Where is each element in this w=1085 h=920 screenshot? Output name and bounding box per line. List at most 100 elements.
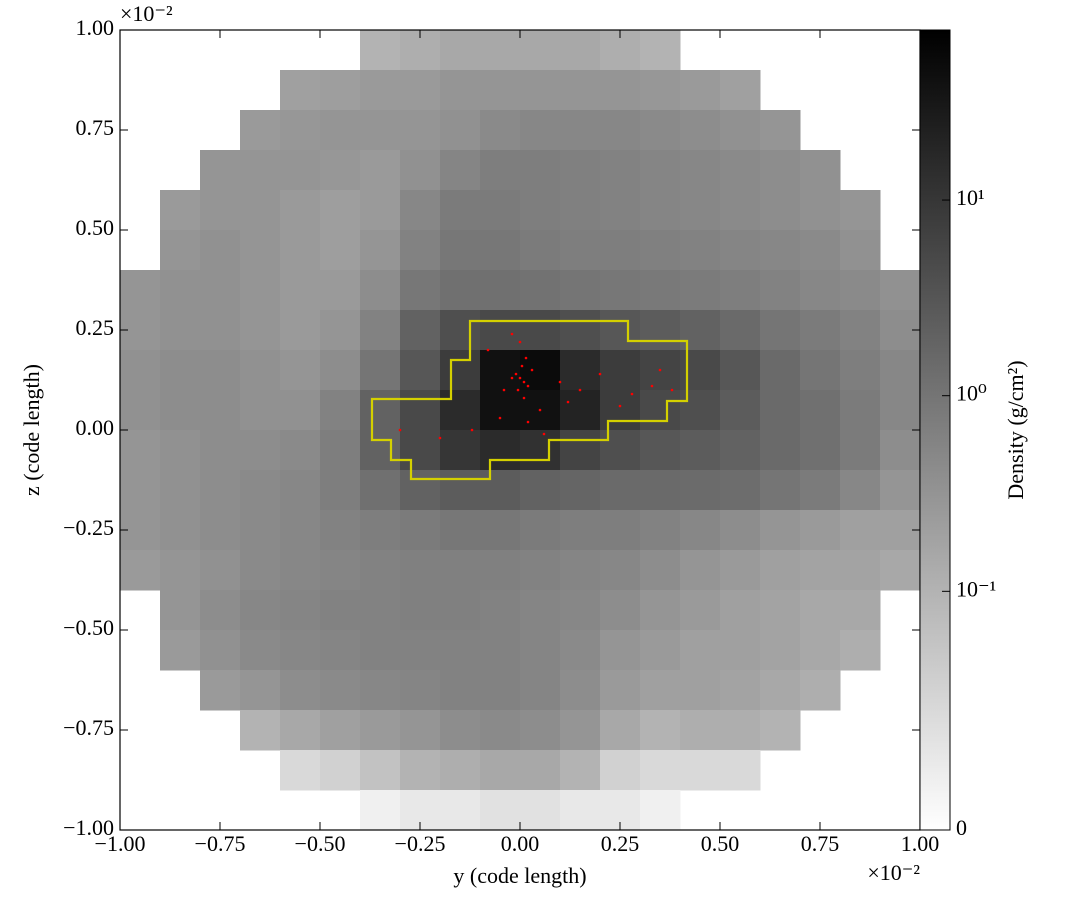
heatmap-cell — [280, 150, 321, 191]
heatmap-cell — [720, 710, 761, 751]
heatmap-cell — [480, 270, 521, 311]
heatmap-cell — [560, 590, 601, 631]
y-tick-label: 0.25 — [76, 315, 115, 340]
heatmap-cell — [640, 110, 681, 151]
heatmap-cell — [280, 110, 321, 151]
heatmap-cell — [480, 470, 521, 511]
colorbar-tick-label: 10⁻¹ — [956, 576, 996, 601]
heatmap-cell — [760, 630, 801, 671]
particle — [514, 372, 518, 376]
heatmap-cell — [160, 550, 201, 591]
y-tick-label: −1.00 — [63, 815, 114, 840]
heatmap-cell — [400, 590, 441, 631]
heatmap-cell — [320, 590, 361, 631]
heatmap-cell — [360, 670, 401, 711]
heatmap-cell — [680, 750, 721, 791]
heatmap-cell — [480, 110, 521, 151]
heatmap-cell — [760, 230, 801, 271]
heatmap-cell — [640, 630, 681, 671]
y-tick-label: 1.00 — [76, 15, 115, 40]
heatmap-cell — [720, 110, 761, 151]
heatmap-cell — [880, 430, 921, 471]
heatmap-cell — [720, 470, 761, 511]
heatmap-cell — [800, 390, 841, 431]
heatmap-cell — [320, 350, 361, 391]
heatmap-cell — [200, 550, 241, 591]
heatmap-cell — [400, 750, 441, 791]
heatmap-cell — [400, 350, 441, 391]
heatmap-cell — [200, 350, 241, 391]
heatmap-cell — [520, 430, 561, 471]
heatmap-cell — [800, 670, 841, 711]
heatmap-cell — [160, 510, 201, 551]
heatmap-cell — [640, 150, 681, 191]
heatmap-cell — [240, 310, 281, 351]
heatmap-cell — [520, 750, 561, 791]
heatmap-cell — [640, 390, 681, 431]
heatmap-cell — [200, 310, 241, 351]
particle — [558, 380, 562, 384]
heatmap-cell — [200, 590, 241, 631]
y-tick-label: −0.25 — [63, 515, 114, 540]
heatmap-cell — [160, 630, 201, 671]
heatmap-cell — [120, 270, 161, 311]
heatmap-cell — [680, 270, 721, 311]
heatmap-cell — [680, 470, 721, 511]
heatmap-cell — [680, 670, 721, 711]
y-tick-label: 0.00 — [76, 415, 115, 440]
heatmap-cell — [440, 470, 481, 511]
heatmap-cell — [760, 190, 801, 231]
heatmap — [120, 30, 921, 831]
heatmap-cell — [760, 310, 801, 351]
particle — [578, 388, 582, 392]
heatmap-cell — [560, 510, 601, 551]
heatmap-cell — [320, 270, 361, 311]
heatmap-cell — [560, 70, 601, 111]
particle — [518, 340, 522, 344]
heatmap-cell — [160, 470, 201, 511]
heatmap-cell — [640, 470, 681, 511]
heatmap-cell — [520, 510, 561, 551]
heatmap-cell — [280, 710, 321, 751]
heatmap-cell — [720, 590, 761, 631]
heatmap-cell — [440, 510, 481, 551]
heatmap-cell — [560, 110, 601, 151]
heatmap-cell — [680, 110, 721, 151]
heatmap-cell — [200, 430, 241, 471]
heatmap-cell — [240, 430, 281, 471]
heatmap-cell — [480, 390, 521, 431]
particle — [516, 388, 520, 392]
heatmap-cell — [600, 230, 641, 271]
particle — [524, 356, 528, 360]
heatmap-cell — [120, 430, 161, 471]
heatmap-cell — [200, 630, 241, 671]
heatmap-cell — [480, 710, 521, 751]
heatmap-cell — [600, 710, 641, 751]
heatmap-cell — [320, 110, 361, 151]
heatmap-cell — [880, 470, 921, 511]
heatmap-cell — [360, 190, 401, 231]
heatmap-cell — [800, 630, 841, 671]
heatmap-cell — [600, 310, 641, 351]
heatmap-cell — [240, 150, 281, 191]
heatmap-cell — [640, 710, 681, 751]
heatmap-cell — [480, 70, 521, 111]
heatmap-cell — [520, 350, 561, 391]
heatmap-cell — [520, 710, 561, 751]
heatmap-cell — [720, 350, 761, 391]
particle — [526, 384, 530, 388]
heatmap-cell — [680, 630, 721, 671]
heatmap-cell — [200, 190, 241, 231]
heatmap-cell — [760, 710, 801, 751]
heatmap-cell — [600, 590, 641, 631]
heatmap-cell — [320, 670, 361, 711]
heatmap-cell — [280, 510, 321, 551]
heatmap-cell — [600, 110, 641, 151]
heatmap-cell — [440, 590, 481, 631]
heatmap-cell — [320, 310, 361, 351]
colorbar-label: Density (g/cm²) — [1003, 360, 1028, 499]
heatmap-cell — [720, 230, 761, 271]
heatmap-cell — [440, 110, 481, 151]
x-tick-label: 0.75 — [801, 831, 840, 856]
